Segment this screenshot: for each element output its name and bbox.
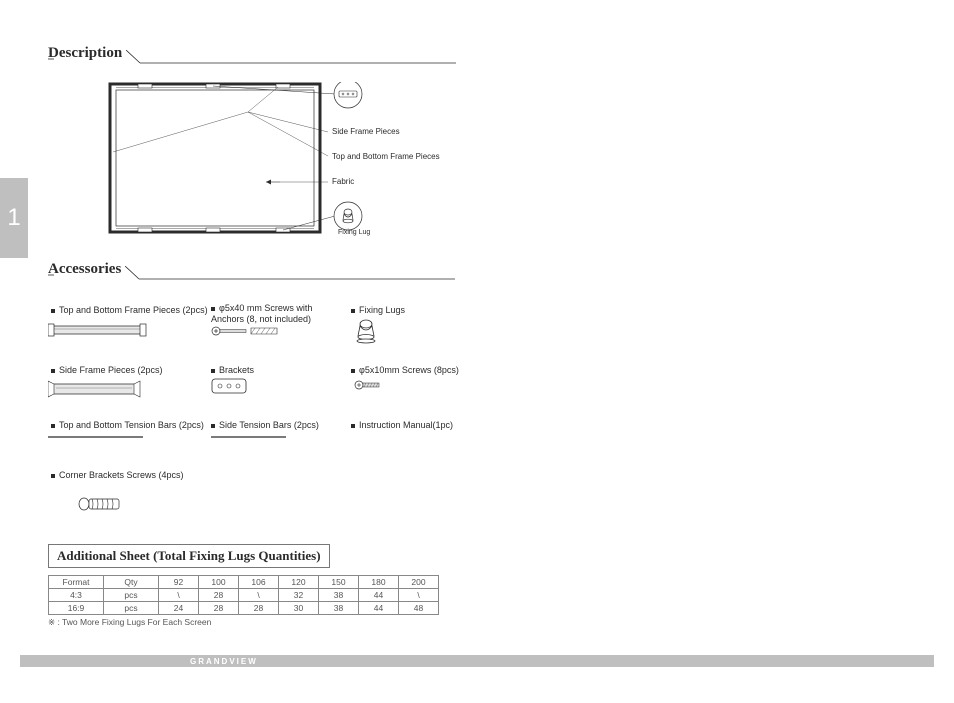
acc-label: Top and Bottom Tension Bars (2pcs) <box>59 420 204 430</box>
page-number-tab: 1 <box>0 178 28 258</box>
fixing-lugs-table: FormatQty921001061201501802004:3pcs\28\3… <box>48 575 439 615</box>
svg-text:Fabric: Fabric <box>332 177 354 186</box>
table-footnote: ※ : Two More Fixing Lugs For Each Screen <box>48 617 211 628</box>
acc-tb-frame-illus <box>48 318 148 340</box>
table-cell: 38 <box>319 602 359 615</box>
description-pre-rule <box>48 58 54 60</box>
accessories-pre-rule <box>48 274 54 276</box>
table-cell: 24 <box>159 602 199 615</box>
svg-text:Top and Bottom Frame Pieces: Top and Bottom Frame Pieces <box>332 152 440 161</box>
section-accessories: Accessories <box>48 261 478 290</box>
acc-screws-5x40: φ5x40 mm Screws with Anchors (8, not inc… <box>211 303 321 325</box>
acc-side-frame: Side Frame Pieces (2pcs) <box>51 365 163 375</box>
svg-text:Side Frame Pieces: Side Frame Pieces <box>332 127 400 136</box>
table-cell: \ <box>399 589 439 602</box>
description-header: Description <box>48 45 478 64</box>
footer-brand-logo: GRANDVIEW <box>190 655 258 667</box>
acc-label: Brackets <box>219 365 254 375</box>
section-additional: Additional Sheet (Total Fixing Lugs Quan… <box>48 544 478 568</box>
acc-corner-screw-illus <box>78 496 124 512</box>
table-header-cell: Qty <box>104 576 159 589</box>
accessories-title: Accessories <box>48 261 125 280</box>
acc-label: 5x40 mm Screws with Anchors (8, not incl… <box>211 303 312 324</box>
table-row: 16:9pcs24282830384448 <box>49 602 439 615</box>
description-diagram: Brackets Side Frame Pieces Top and Botto… <box>108 82 508 262</box>
table-header-cell: 180 <box>359 576 399 589</box>
acc-corner-brackets: Corner Brackets Screws (4pcs) <box>51 470 184 480</box>
acc-manual: Instruction Manual(1pc) <box>351 420 453 430</box>
acc-label: Side Frame Pieces (2pcs) <box>59 365 163 375</box>
table-cell: pcs <box>104 589 159 602</box>
table-cell: 16:9 <box>49 602 104 615</box>
bullet-icon <box>51 474 55 478</box>
table-row: 4:3pcs\28\323844\ <box>49 589 439 602</box>
table-cell: pcs <box>104 602 159 615</box>
acc-tb-tension: Top and Bottom Tension Bars (2pcs) <box>51 420 204 430</box>
table-header-cell: Format <box>49 576 104 589</box>
acc-screw-small-illus <box>354 378 388 392</box>
acc-label: 5x10mm Screws (8pcs) <box>365 365 459 375</box>
table-cell: 48 <box>399 602 439 615</box>
description-rule <box>126 50 456 64</box>
acc-side-tension: Side Tension Bars (2pcs) <box>211 420 319 430</box>
table-header-cell: 150 <box>319 576 359 589</box>
acc-label: Side Tension Bars (2pcs) <box>219 420 319 430</box>
table-cell: 28 <box>239 602 279 615</box>
table-header-cell: 200 <box>399 576 439 589</box>
table-header-cell: 92 <box>159 576 199 589</box>
table-cell: 28 <box>199 602 239 615</box>
acc-fixing-lug-illus <box>354 318 384 348</box>
table-cell: 28 <box>199 589 239 602</box>
acc-label: Fixing Lugs <box>359 305 405 315</box>
bullet-icon <box>51 369 55 373</box>
acc-screw-anchor-illus <box>211 324 287 338</box>
table-cell: 4:3 <box>49 589 104 602</box>
acc-fixing-lugs: Fixing Lugs <box>351 305 405 315</box>
acc-label: Top and Bottom Frame Pieces (2pcs) <box>59 305 208 315</box>
acc-brackets: Brackets <box>211 365 254 375</box>
bullet-icon <box>211 424 215 428</box>
footer-bar <box>20 655 934 667</box>
table-cell: 32 <box>279 589 319 602</box>
acc-tb-tension-illus <box>48 434 143 440</box>
accessories-rule <box>125 266 455 280</box>
table-cell: 44 <box>359 589 399 602</box>
table-cell: 38 <box>319 589 359 602</box>
acc-side-tension-illus <box>211 434 286 440</box>
acc-side-frame-illus <box>48 378 143 398</box>
additional-title: Additional Sheet (Total Fixing Lugs Quan… <box>48 544 330 568</box>
bullet-icon <box>211 369 215 373</box>
acc-screws-5x10: φ5x10mm Screws (8pcs) <box>351 365 459 375</box>
svg-text:Fixing Lug: Fixing Lug <box>338 229 370 236</box>
table-cell: \ <box>239 589 279 602</box>
table-cell: \ <box>159 589 199 602</box>
bullet-icon <box>351 424 355 428</box>
table-header-cell: 106 <box>239 576 279 589</box>
bullet-icon <box>351 369 355 373</box>
acc-label: Instruction Manual(1pc) <box>359 420 453 430</box>
brand-text: GRANDVIEW <box>190 657 258 666</box>
acc-brackets-illus <box>211 378 251 396</box>
description-title: Description <box>48 45 126 64</box>
acc-top-bottom-frame: Top and Bottom Frame Pieces (2pcs) <box>51 305 208 315</box>
accessories-header: Accessories <box>48 261 478 280</box>
table-cell: 44 <box>359 602 399 615</box>
table-cell: 30 <box>279 602 319 615</box>
section-description: Description <box>48 45 478 74</box>
bullet-icon <box>211 307 215 311</box>
bullet-icon <box>51 309 55 313</box>
table-header-cell: 100 <box>199 576 239 589</box>
table-header-cell: 120 <box>279 576 319 589</box>
bullet-icon <box>51 424 55 428</box>
acc-label: Corner Brackets Screws (4pcs) <box>59 470 184 480</box>
bullet-icon <box>351 309 355 313</box>
